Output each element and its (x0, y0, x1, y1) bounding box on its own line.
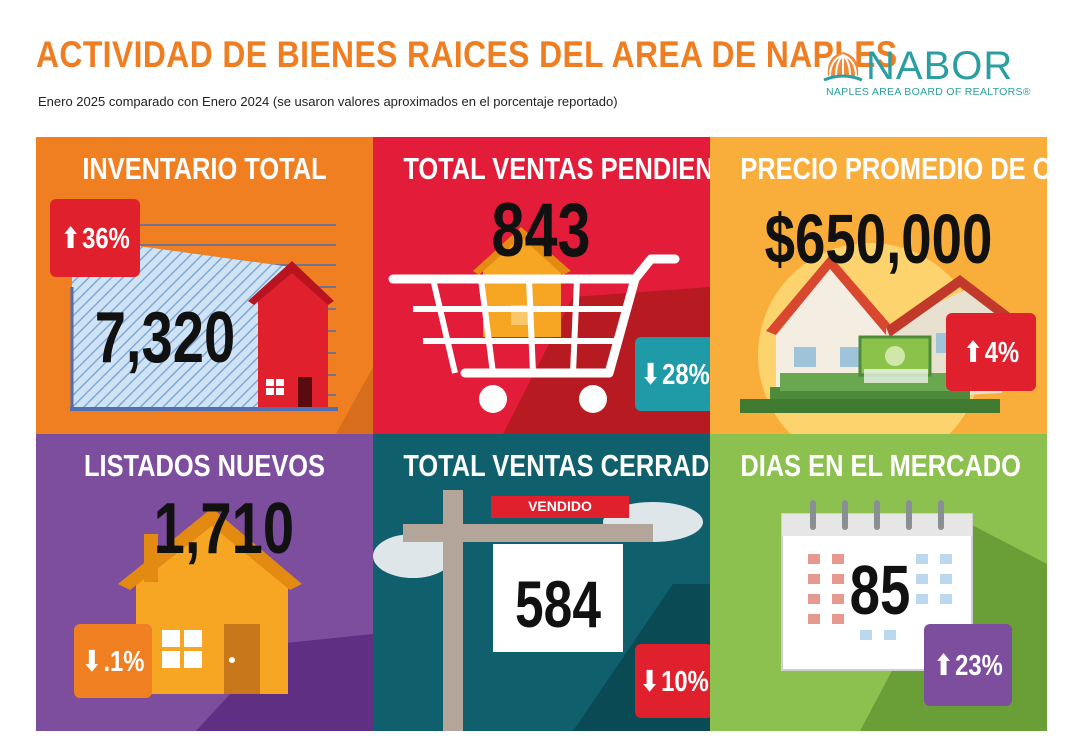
tile-title: TOTAL VENTAS PENDIENTES (403, 151, 710, 186)
page-title: ACTIVIDAD DE BIENES RAICES DEL AREA DE N… (36, 34, 898, 75)
logo-tagline: NAPLES AREA BOARD OF REALTORS® (826, 86, 1031, 98)
arrow-down-icon: ⬇ (640, 358, 661, 391)
change-badge: ⬇.1% (74, 624, 152, 698)
inventory-chart-icon (70, 224, 373, 434)
arrow-down-icon: ⬇ (81, 645, 102, 678)
change-badge: ⬆23% (924, 624, 1012, 706)
house-icon (118, 508, 373, 731)
nabor-logo: NABOR NAPLES AREA BOARD OF REALTORS® (822, 40, 1052, 110)
change-value: 4% (984, 336, 1019, 369)
change-value: 28% (661, 358, 710, 391)
tile-ventas-cerradas: TOTAL VENTAS CERRADAS VENDIDO 584 ⬇10% (373, 434, 710, 731)
tile-value: 85 (849, 551, 911, 629)
tile-ventas-pendientes: TOTAL VENTAS PENDIENTES 843 ⬇28% (373, 137, 710, 434)
arrow-up-icon: ⬆ (933, 649, 954, 682)
tile-title: TOTAL VENTAS CERRADAS (403, 448, 710, 483)
page-subtitle: Enero 2025 comparado con Enero 2024 (se … (38, 94, 618, 109)
tile-precio-promedio: PRECIO PROMEDIO DE CIERRE $650,000 ⬆4% (710, 137, 1047, 434)
change-badge: ⬇28% (635, 337, 710, 411)
change-badge: ⬇10% (635, 644, 710, 718)
tile-title: LISTADOS NUEVOS (83, 448, 326, 483)
tile-title: INVENTARIO TOTAL (82, 151, 327, 186)
tile-title: PRECIO PROMEDIO DE CIERRE (740, 151, 1047, 186)
arrow-up-icon: ⬆ (60, 222, 81, 255)
arrow-up-icon: ⬆ (963, 336, 983, 369)
change-badge: ⬆4% (946, 313, 1036, 391)
change-value: 10% (660, 665, 709, 698)
tile-value: 843 (491, 188, 591, 273)
house-money-icon (740, 243, 1010, 434)
stats-grid: INVENTARIO TOTAL 7,320 ⬆36% (36, 137, 1048, 731)
change-value: .1% (103, 645, 145, 678)
change-badge: ⬆36% (50, 199, 140, 277)
header: ACTIVIDAD DE BIENES RAICES DEL AREA DE N… (0, 0, 1088, 130)
shell-logo-icon (823, 52, 863, 82)
tile-listados-nuevos: LISTADOS NUEVOS 1,710 ⬇.1% (36, 434, 373, 731)
change-value: 36% (81, 222, 130, 255)
logo-wordmark: NABOR (866, 44, 1014, 88)
tile-value: 1,710 (153, 489, 295, 569)
tile-title: DIAS EN EL MERCADO (740, 448, 1021, 483)
tile-value: $650,000 (764, 200, 993, 278)
tile-value: 7,320 (94, 298, 236, 378)
tile-inventario-total: INVENTARIO TOTAL 7,320 ⬆36% (36, 137, 373, 434)
tile-value: 584 (515, 567, 601, 641)
tile-dias-mercado: DIAS EN EL MERCADO 85 ⬆23% (710, 434, 1047, 731)
vendido-label: VENDIDO (528, 498, 592, 514)
change-value: 23% (954, 649, 1003, 682)
arrow-down-icon: ⬇ (639, 665, 660, 698)
